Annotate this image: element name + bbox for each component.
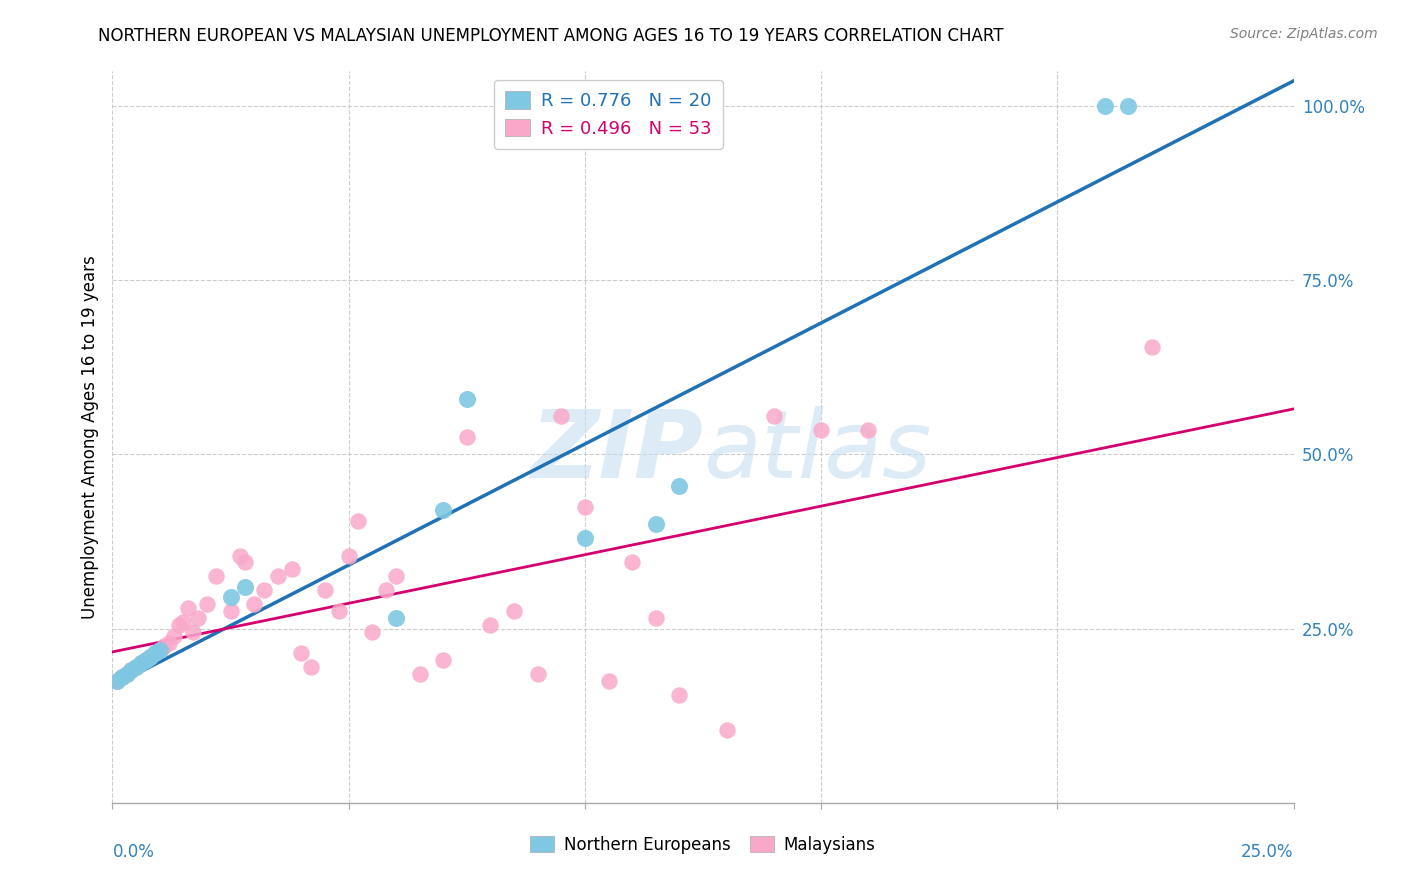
Point	[125, 660, 148, 674]
Point	[195, 597, 218, 611]
Point	[668, 688, 690, 702]
Point	[1116, 99, 1139, 113]
Point	[1094, 99, 1116, 113]
Point	[120, 664, 142, 678]
Text: Source: ZipAtlas.com: Source: ZipAtlas.com	[1230, 27, 1378, 41]
Point	[143, 646, 166, 660]
Text: 25.0%: 25.0%	[1241, 843, 1294, 861]
Point	[139, 649, 162, 664]
Point	[385, 569, 408, 583]
Point	[716, 723, 738, 737]
Point	[408, 667, 430, 681]
Text: NORTHERN EUROPEAN VS MALAYSIAN UNEMPLOYMENT AMONG AGES 16 TO 19 YEARS CORRELATIO: NORTHERN EUROPEAN VS MALAYSIAN UNEMPLOYM…	[98, 27, 1004, 45]
Point	[290, 646, 312, 660]
Point	[172, 615, 194, 629]
Point	[139, 649, 162, 664]
Point	[456, 430, 478, 444]
Point	[299, 660, 322, 674]
Point	[219, 604, 242, 618]
Point	[135, 653, 157, 667]
Point	[205, 569, 228, 583]
Point	[129, 657, 152, 671]
Point	[219, 591, 242, 605]
Point	[105, 673, 128, 688]
Point	[858, 423, 880, 437]
Point	[503, 604, 526, 618]
Point	[143, 646, 166, 660]
Point	[153, 639, 176, 653]
Point	[111, 670, 134, 684]
Point	[149, 642, 172, 657]
Point	[668, 479, 690, 493]
Text: ZIP: ZIP	[530, 406, 703, 498]
Point	[163, 629, 186, 643]
Point	[1140, 339, 1163, 353]
Point	[385, 611, 408, 625]
Point	[574, 500, 596, 514]
Point	[328, 604, 350, 618]
Point	[229, 549, 252, 563]
Point	[177, 600, 200, 615]
Point	[157, 635, 180, 649]
Point	[479, 618, 502, 632]
Point	[347, 514, 370, 528]
Point	[129, 657, 152, 671]
Point	[375, 583, 398, 598]
Point	[181, 625, 204, 640]
Text: 0.0%: 0.0%	[112, 843, 155, 861]
Point	[644, 517, 666, 532]
Point	[167, 618, 190, 632]
Point	[149, 642, 172, 657]
Point	[644, 611, 666, 625]
Point	[115, 667, 138, 681]
Point	[432, 653, 454, 667]
Point	[526, 667, 548, 681]
Point	[111, 670, 134, 684]
Point	[233, 580, 256, 594]
Point	[233, 556, 256, 570]
Point	[432, 503, 454, 517]
Point	[135, 653, 157, 667]
Point	[550, 409, 572, 424]
Legend: Northern Europeans, Malaysians: Northern Europeans, Malaysians	[523, 829, 883, 860]
Point	[267, 569, 290, 583]
Point	[115, 667, 138, 681]
Point	[314, 583, 336, 598]
Point	[598, 673, 620, 688]
Point	[456, 392, 478, 406]
Point	[243, 597, 266, 611]
Point	[810, 423, 832, 437]
Point	[361, 625, 384, 640]
Point	[337, 549, 360, 563]
Point	[120, 664, 142, 678]
Point	[186, 611, 208, 625]
Point	[762, 409, 785, 424]
Point	[281, 562, 304, 576]
Point	[105, 673, 128, 688]
Point	[574, 531, 596, 545]
Text: atlas: atlas	[703, 406, 931, 497]
Y-axis label: Unemployment Among Ages 16 to 19 years: Unemployment Among Ages 16 to 19 years	[80, 255, 98, 619]
Point	[125, 660, 148, 674]
Point	[253, 583, 276, 598]
Point	[621, 556, 644, 570]
